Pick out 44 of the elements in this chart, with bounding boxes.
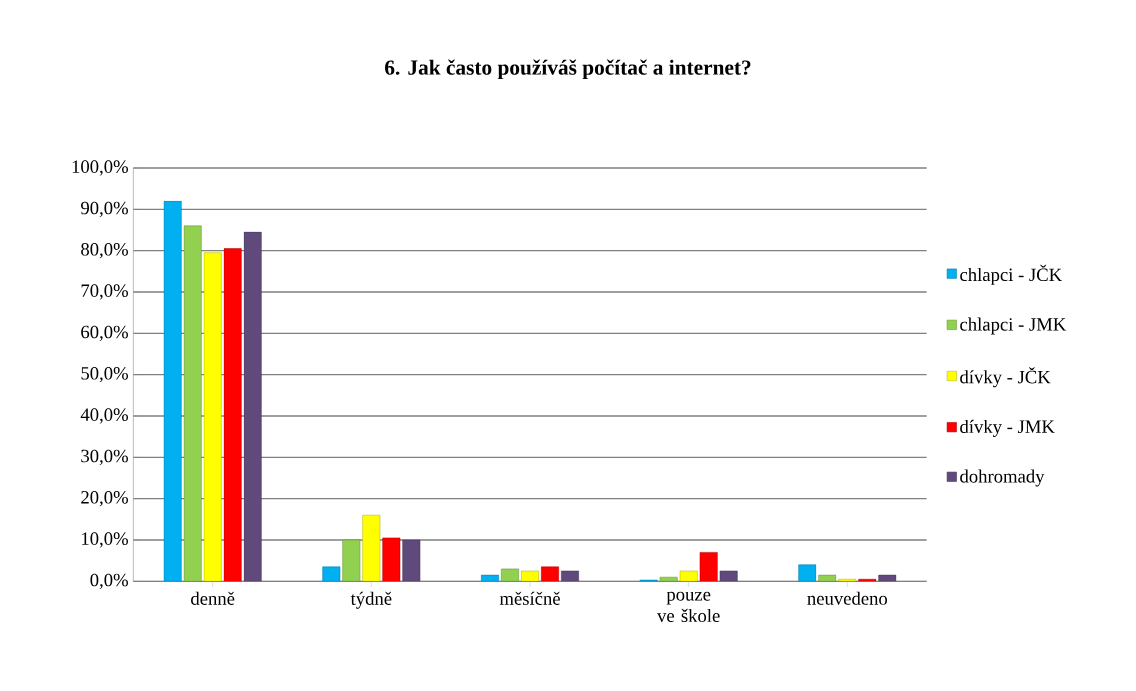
y-tick-label: 10,0%: [82, 532, 128, 548]
bar: [878, 575, 897, 582]
bar: [818, 575, 837, 582]
y-tick-label: 50,0%: [81, 367, 128, 383]
bar: [719, 570, 738, 582]
y-tick-label: 90,0%: [81, 201, 128, 218]
legend-label: chlapci - JMK: [960, 317, 1067, 335]
bar: [243, 231, 262, 582]
y-tick-label: 30,0%: [81, 449, 128, 466]
bar: [659, 577, 678, 582]
bar: [163, 200, 182, 582]
bar: [402, 539, 421, 582]
bar: [679, 570, 698, 582]
bar: [699, 552, 718, 582]
bar: [798, 564, 817, 582]
bar: [362, 515, 381, 582]
bar: [322, 566, 341, 582]
legend-label: dohromady: [960, 469, 1045, 487]
y-tick-label: 0,0%: [90, 573, 128, 590]
legend-label: chlapci - JČK: [960, 265, 1062, 286]
x-tick-label: pouze ve škole: [657, 591, 720, 623]
chart-title: 6. Jak často používáš počítač a internet?: [385, 59, 751, 80]
bar: [203, 252, 222, 582]
bar: [481, 575, 499, 582]
x-tick-label: denně: [191, 591, 235, 606]
x-tick-label: měsíčně: [499, 591, 560, 606]
y-tick-label: 40,0%: [80, 408, 128, 424]
bar: [561, 570, 579, 582]
y-tick-label: 70,0%: [81, 284, 128, 300]
legend-label: dívky - JMK: [960, 420, 1055, 438]
bar: [541, 566, 559, 582]
bar: [521, 570, 539, 582]
bar: [342, 539, 361, 582]
x-tick-label: týdně: [350, 591, 392, 609]
y-tick-label: 100,0%: [72, 160, 128, 176]
y-tick-label: 80,0%: [81, 243, 128, 259]
bar: [183, 225, 202, 582]
legend-label: dívky - JČK: [960, 367, 1051, 388]
y-tick-label: 20,0%: [81, 491, 128, 507]
y-tick-label: 60,0%: [81, 325, 128, 342]
bar: [501, 568, 519, 582]
bar: [223, 248, 242, 582]
x-tick-label: neuvedeno: [807, 591, 888, 606]
bar: [382, 537, 401, 582]
